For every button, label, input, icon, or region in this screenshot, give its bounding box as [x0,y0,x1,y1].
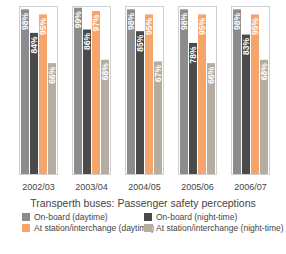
svg-text:85%: 85% [135,34,145,51]
svg-text:84%: 84% [29,36,39,53]
svg-text:2002/03: 2002/03 [22,182,55,192]
svg-text:98%: 98% [126,12,136,29]
svg-text:99%: 99% [73,11,83,28]
svg-text:2006/07: 2006/07 [234,182,267,192]
svg-text:98%: 98% [179,12,189,29]
svg-text:68%: 68% [259,63,269,80]
svg-text:66%: 66% [206,66,216,83]
svg-text:78%: 78% [188,46,198,63]
svg-text:95%: 95% [197,17,207,34]
svg-text:2004/05: 2004/05 [128,182,161,192]
svg-text:95%: 95% [250,17,260,34]
svg-text:67%: 67% [153,65,163,82]
svg-text:68%: 68% [100,63,110,80]
svg-text:86%: 86% [82,33,92,50]
html-text:Transperth buses: Passenger sa: Transperth buses: Passenger safety perce… [30,197,256,209]
svg-text:2005/06: 2005/06 [181,182,214,192]
svg-text:95%: 95% [38,17,48,34]
svg-text:97%: 97% [91,14,101,31]
html-text:At station/interchange (daytim: At station/interchange (daytime) At stat… [34,223,284,233]
svg-text:83%: 83% [241,38,251,55]
html-text:On-board (daytime): On-board (daytime) [34,212,108,222]
svg-text:98%: 98% [232,12,242,29]
svg-text:2003/04: 2003/04 [75,182,108,192]
html-text:On-board (night-time): On-board (night-time) [156,212,238,222]
svg-text:66%: 66% [47,66,57,83]
svg-text:98%: 98% [20,12,30,29]
svg-text:95%: 95% [144,17,154,34]
